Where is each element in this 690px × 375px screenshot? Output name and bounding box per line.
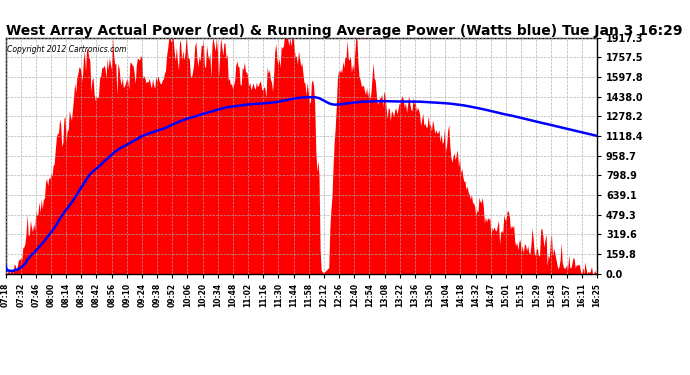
Text: Copyright 2012 Cartronics.com: Copyright 2012 Cartronics.com xyxy=(7,45,126,54)
Text: West Array Actual Power (red) & Running Average Power (Watts blue) Tue Jan 3 16:: West Array Actual Power (red) & Running … xyxy=(6,24,682,38)
